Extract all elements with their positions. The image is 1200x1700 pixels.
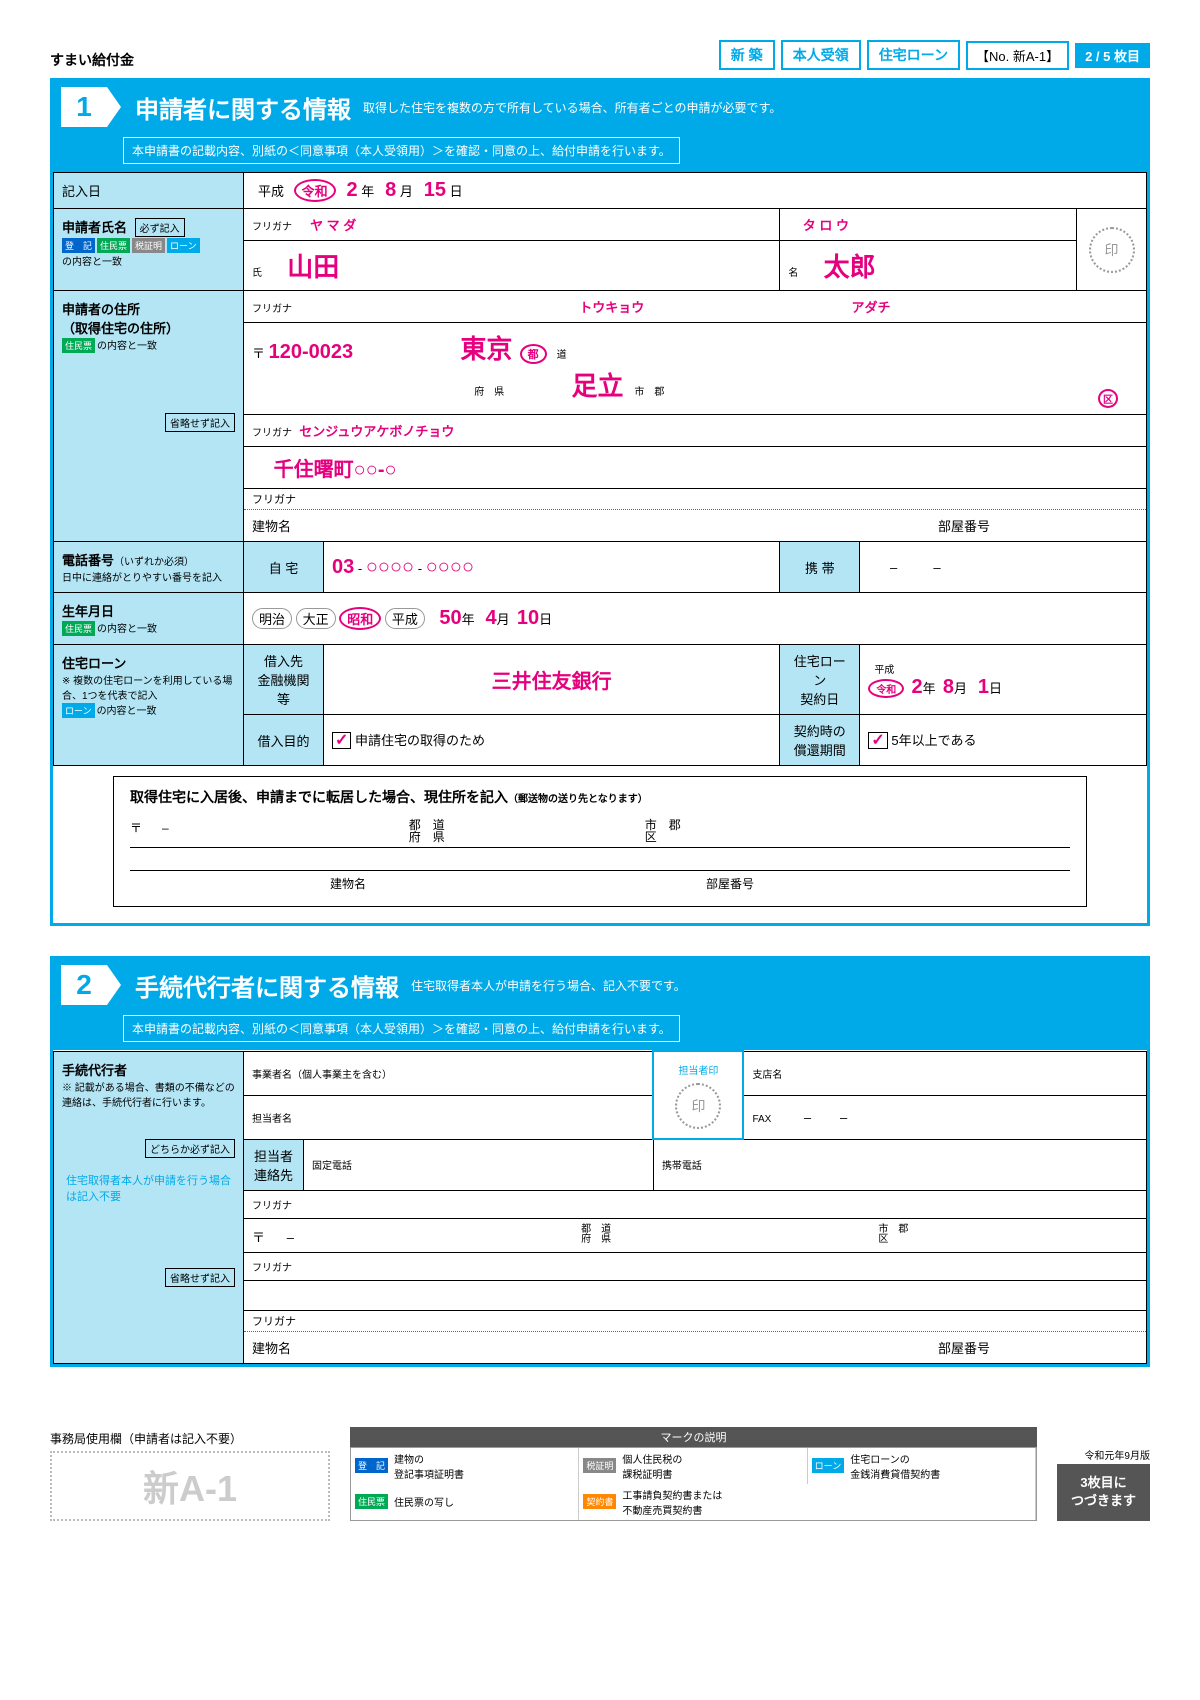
agent-furigana2[interactable]: フリガナ (244, 1252, 1147, 1280)
branch-field[interactable]: 支店名 (743, 1051, 1146, 1095)
agent-building[interactable]: フリガナ 建物名 部屋番号 (244, 1310, 1147, 1363)
section1-header: 1 申請者に関する情報 取得した住宅を複数の方で所有している場合、所有者ごとの申… (53, 81, 1147, 133)
person-field[interactable]: 担当者名 (244, 1095, 654, 1139)
entry-date-label: 記入日 (54, 173, 244, 209)
seal-cell[interactable]: 印 (1077, 209, 1147, 291)
fax-field[interactable]: FAX – – (743, 1095, 1146, 1139)
mobile-phone[interactable]: – – (860, 542, 1147, 593)
address-label: 申請者の住所 （取得住宅の住所） 住民票の内容と一致 省略せず記入 (54, 291, 244, 542)
moved-address-box: 取得住宅に入居後、申請までに転居した場合、現住所を記入（郵送物の送り先となります… (113, 776, 1087, 907)
phone-label: 電話番号（いずれか必須） 日中に連絡がとりやすい番号を記入 (54, 542, 244, 593)
loan-label: 住宅ローン ※ 複数の住宅ローンを利用している場合、1つを代表で記入 ローンの内… (54, 645, 244, 766)
section2-title: 手続代行者に関する情報 (135, 968, 399, 1003)
form-id: 【No. 新A-1】 (966, 41, 1069, 70)
birth-value[interactable]: 明治 大正 昭和 平成 50年 4月 10日 (244, 593, 1147, 645)
agent-seal[interactable]: 担当者印 印 (653, 1051, 743, 1139)
agent-addr1[interactable]: 〒 – 都 道府 県 市 郡区 (244, 1218, 1147, 1252)
agent-table: 手続代行者 ※ 記載がある場合、書類の不備などの連絡は、手続代行者に行います。 … (53, 1050, 1147, 1364)
page-header: すまい給付金 新 築 本人受領 住宅ローン 【No. 新A-1】 2 / 5 枚… (50, 40, 1150, 70)
mobile-field[interactable]: 携帯電話 (653, 1139, 1146, 1190)
applicant-table: 記入日 平成 令和 2 年 8 月 15 日 申請者氏名 必ず記入 登 記住民票… (53, 172, 1147, 766)
addr-line1[interactable]: 〒 120-0023 東京 都 道 府 県 足立 市 郡 区 (244, 323, 1147, 415)
header-tags: 新 築 本人受領 住宅ローン 【No. 新A-1】 2 / 5 枚目 (719, 40, 1150, 70)
section1-subheader: 本申請書の記載内容、別紙の＜同意事項（本人受領用）＞を確認・同意の上、給付申請を… (53, 133, 1147, 172)
entry-date-value[interactable]: 平成 令和 2 年 8 月 15 日 (244, 173, 1147, 209)
moved-line1[interactable]: 〒 – 都 道府 県 市 郡区 (130, 815, 1070, 848)
page-footer: 事務局使用欄（申請者は記入不要） 新A-1 マークの説明 登 記建物の 登記事項… (50, 1427, 1150, 1521)
home-phone[interactable]: 03 - ○○○○ - ○○○○ (324, 542, 780, 593)
addr-street[interactable]: 千住曙町○○-○ (244, 447, 1147, 489)
sei-value[interactable]: 氏 山田 (244, 241, 780, 291)
section2-header: 2 手続代行者に関する情報 住宅取得者本人が申請を行う場合、記入不要です。 (53, 959, 1147, 1011)
contract-date[interactable]: 平成 令和 2年 8月 1日 (860, 645, 1147, 715)
addr-furigana1[interactable]: フリガナ トウキョウ アダチ (244, 291, 1147, 323)
agent-addr2[interactable] (244, 1280, 1147, 1310)
section2-note: 住宅取得者本人が申請を行う場合、記入不要です。 (411, 977, 686, 994)
agent-furigana1[interactable]: フリガナ (244, 1190, 1147, 1218)
period-value[interactable]: ✓ 5年以上である (860, 715, 1147, 766)
furigana-mei[interactable]: タ ロ ウ (780, 209, 1077, 241)
office-use-box: 事務局使用欄（申請者は記入不要） 新A-1 (50, 1430, 330, 1521)
tag-loan: 住宅ローン (867, 40, 960, 70)
next-page-box: 令和元年9月版 3枚目に つづきます (1057, 1447, 1150, 1520)
tag-self: 本人受領 (781, 40, 861, 70)
section-applicant: 1 申請者に関する情報 取得した住宅を複数の方で所有している場合、所有者ごとの申… (50, 78, 1150, 926)
birth-label: 生年月日 住民票の内容と一致 (54, 593, 244, 645)
section1-note: 取得した住宅を複数の方で所有している場合、所有者ごとの申請が必要です。 (363, 99, 781, 116)
tag-new: 新 築 (719, 40, 775, 70)
tel-field[interactable]: 固定電話 (304, 1139, 654, 1190)
page-indicator: 2 / 5 枚目 (1075, 43, 1150, 68)
section-agent: 2 手続代行者に関する情報 住宅取得者本人が申請を行う場合、記入不要です。 本申… (50, 956, 1150, 1367)
moved-line3[interactable]: 建物名 部屋番号 (130, 871, 1070, 896)
mei-value[interactable]: 名 太郎 (780, 241, 1077, 291)
form-title: すまい給付金 (50, 50, 134, 70)
company-field[interactable]: 事業者名（個人事業主を含む） (244, 1051, 654, 1095)
purpose-value[interactable]: ✓ 申請住宅の取得のため (324, 715, 780, 766)
legend-box: マークの説明 登 記建物の 登記事項証明書 税証明個人住民税の 課税証明書 ロー… (350, 1427, 1037, 1521)
section2-subheader: 本申請書の記載内容、別紙の＜同意事項（本人受領用）＞を確認・同意の上、給付申請を… (53, 1011, 1147, 1050)
section2-number: 2 (61, 965, 107, 1005)
agent-label: 手続代行者 ※ 記載がある場合、書類の不備などの連絡は、手続代行者に行います。 … (54, 1051, 244, 1363)
moved-line2[interactable] (130, 848, 1070, 871)
section1-number: 1 (61, 87, 107, 127)
lender-value[interactable]: 三井住友銀行 (324, 645, 780, 715)
section1-title: 申請者に関する情報 (135, 90, 351, 125)
addr-building[interactable]: フリガナ 建物名 部屋番号 (244, 489, 1147, 542)
name-label: 申請者氏名 必ず記入 登 記住民票税証明ローン の内容と一致 (54, 209, 244, 291)
addr-furigana2[interactable]: フリガナ センジュウアケボノチョウ (244, 415, 1147, 447)
furigana-sei[interactable]: フリガナ ヤ マ ダ (244, 209, 780, 241)
